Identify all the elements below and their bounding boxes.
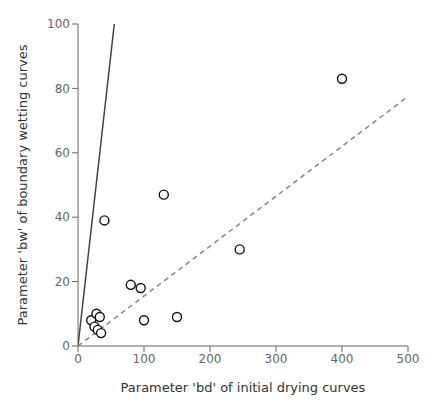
svg-text:100: 100 (47, 17, 70, 31)
svg-text:0: 0 (62, 339, 70, 353)
svg-text:20: 20 (55, 275, 70, 289)
svg-text:100: 100 (133, 352, 156, 366)
svg-text:60: 60 (55, 146, 70, 160)
svg-text:300: 300 (265, 352, 288, 366)
svg-text:Parameter 'bw' of boundary wet: Parameter 'bw' of boundary wetting curve… (15, 44, 30, 325)
svg-text:400: 400 (331, 352, 354, 366)
svg-text:0: 0 (74, 352, 82, 366)
svg-text:500: 500 (397, 352, 420, 366)
svg-text:40: 40 (55, 210, 70, 224)
svg-text:80: 80 (55, 82, 70, 96)
svg-text:200: 200 (199, 352, 222, 366)
svg-text:Parameter 'bd' of initial dryi: Parameter 'bd' of initial drying curves (121, 380, 366, 395)
